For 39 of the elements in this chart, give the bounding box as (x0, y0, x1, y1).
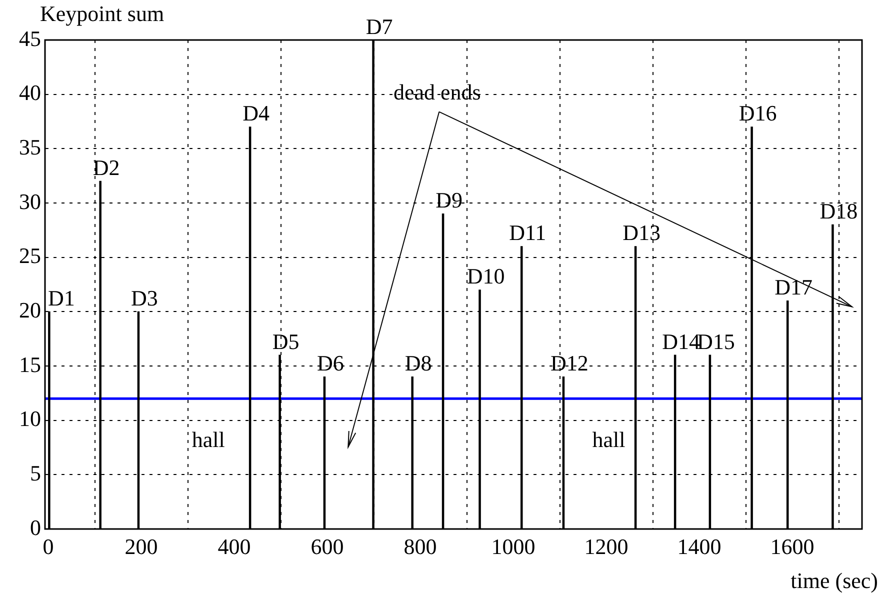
x-tick-label: 1400 (677, 534, 722, 559)
annotation: D18 (820, 198, 858, 224)
annotation: D7 (366, 14, 393, 39)
y-tick-label: 15 (19, 352, 41, 377)
annotation: D16 (738, 100, 777, 126)
y-tick-label: 5 (30, 460, 41, 486)
annotation: D10 (466, 264, 505, 289)
y-tick-label: 30 (19, 188, 41, 214)
x-tick-label: 1000 (491, 534, 536, 559)
y-tick-label: 40 (19, 80, 41, 106)
x-tick-label: 800 (404, 534, 437, 559)
annotation: D11 (509, 220, 546, 246)
y-axis-title: Keypoint sum (40, 0, 164, 26)
x-tick-label: 600 (310, 534, 344, 559)
annotation: D17 (774, 274, 813, 300)
x-tick-label: 1600 (770, 534, 814, 559)
annotation: hall (192, 426, 225, 452)
annotation: D3 (131, 285, 158, 310)
annotation: hall (592, 426, 626, 452)
y-tick-label: 35 (19, 134, 41, 160)
annotation: D12 (550, 350, 588, 376)
annotation: D4 (242, 100, 270, 126)
y-tick-label: 45 (19, 26, 41, 51)
y-tick-label: 10 (19, 406, 41, 432)
y-tick-label: 25 (19, 243, 41, 268)
y-tick-label: 20 (19, 297, 41, 322)
annotation: D9 (436, 188, 462, 213)
annotation: D5 (272, 328, 300, 354)
annotation: D6 (317, 350, 344, 376)
x-tick-label: 400 (218, 534, 251, 559)
y-tick-label: 0 (30, 514, 41, 540)
x-tick-label: 200 (124, 534, 158, 559)
annotation: D13 (622, 220, 660, 246)
annotation: dead ends (393, 80, 481, 105)
annotation: D2 (92, 155, 120, 180)
x-axis-title: time (sec) (790, 568, 878, 593)
annotation: D1 (48, 285, 75, 310)
x-tick-label: 1200 (584, 534, 628, 559)
annotation: D8 (404, 350, 432, 376)
